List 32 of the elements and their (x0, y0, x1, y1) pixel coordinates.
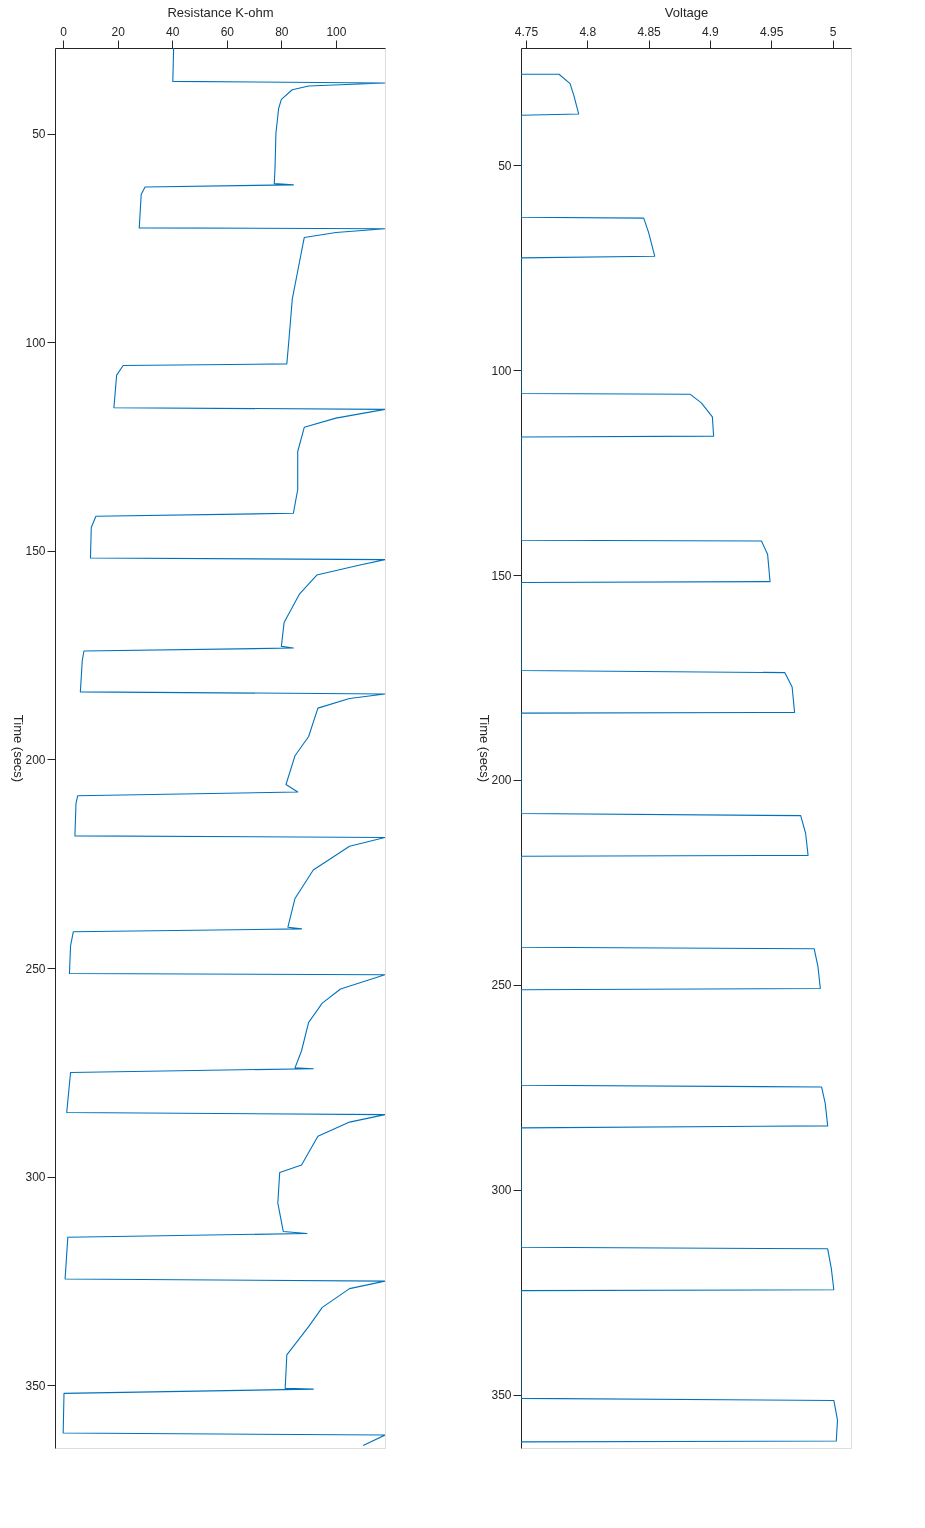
x-tick-label: 5 (829, 24, 837, 39)
x-tick-label: 40 (166, 24, 180, 39)
y-tick-label: 150 (25, 544, 46, 559)
x-axis-title: Resistance K-ohm (167, 4, 274, 20)
y-tick-label: 50 (498, 158, 512, 173)
x-tick-label: 4.95 (760, 24, 784, 39)
y-tick-label: 100 (25, 335, 46, 350)
x-tick-label: 20 (111, 24, 126, 39)
line-series (62, 48, 385, 1447)
y-tick-label: 100 (491, 363, 512, 378)
x-tick-label: 4.85 (637, 24, 662, 39)
y-tick-label: 300 (25, 1170, 46, 1185)
y-tick-label: 350 (491, 1388, 512, 1403)
line-series (521, 73, 839, 1443)
x-tick-label: 100 (326, 24, 347, 39)
y-axis-title: Time (secs) (477, 714, 493, 783)
y-tick-label: 150 (491, 568, 512, 583)
x-axis-title: Voltage (664, 4, 709, 20)
x-tick-label: 0 (60, 24, 68, 39)
x-tick-label: 4.75 (514, 24, 539, 39)
y-axis-title: Time (secs) (11, 714, 27, 783)
y-tick-label: 300 (491, 1183, 512, 1198)
x-tick-label: 60 (220, 24, 235, 39)
y-tick-label: 200 (25, 752, 46, 767)
x-tick-label: 4.9 (702, 24, 720, 39)
y-tick-label: 200 (491, 773, 512, 788)
y-tick-label: 250 (25, 961, 46, 976)
x-tick-label: 4.8 (579, 24, 597, 39)
y-tick-label: 350 (25, 1378, 46, 1393)
x-tick-label: 80 (275, 24, 289, 39)
y-tick-label: 250 (491, 978, 512, 993)
y-tick-label: 50 (32, 127, 46, 142)
